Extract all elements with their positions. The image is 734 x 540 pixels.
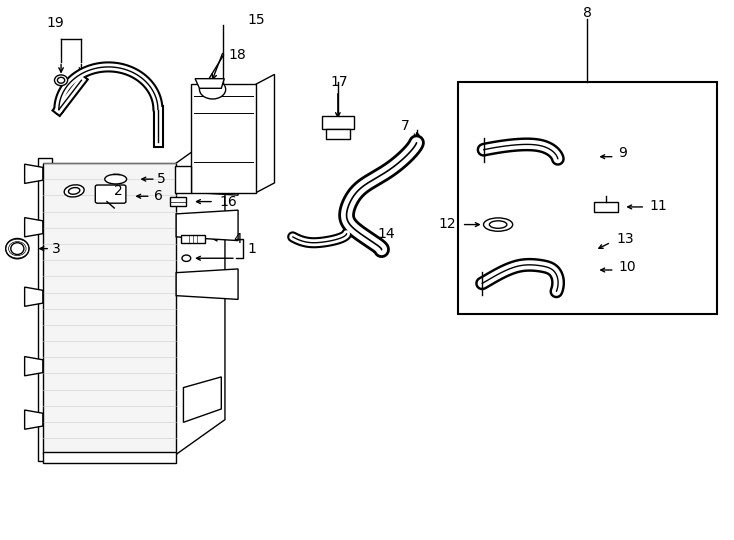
Polygon shape xyxy=(195,79,224,88)
Text: 15: 15 xyxy=(247,13,265,27)
Ellipse shape xyxy=(64,185,84,197)
Circle shape xyxy=(182,255,191,261)
Ellipse shape xyxy=(57,77,65,83)
Polygon shape xyxy=(321,116,354,130)
Text: 8: 8 xyxy=(583,6,592,21)
Text: 2: 2 xyxy=(114,184,123,198)
Text: 1: 1 xyxy=(247,241,256,255)
Ellipse shape xyxy=(6,239,29,259)
Polygon shape xyxy=(191,84,256,192)
Polygon shape xyxy=(256,75,275,192)
Ellipse shape xyxy=(484,218,512,231)
Text: 14: 14 xyxy=(378,227,396,241)
Polygon shape xyxy=(25,218,43,237)
Bar xyxy=(458,82,716,314)
Polygon shape xyxy=(25,356,43,376)
Polygon shape xyxy=(184,377,222,422)
Polygon shape xyxy=(43,163,176,454)
Polygon shape xyxy=(595,201,618,212)
Polygon shape xyxy=(25,287,43,306)
Polygon shape xyxy=(175,166,191,192)
Text: 16: 16 xyxy=(220,194,238,208)
FancyBboxPatch shape xyxy=(95,185,126,203)
Text: 4: 4 xyxy=(233,232,241,246)
Text: 10: 10 xyxy=(618,260,636,274)
Polygon shape xyxy=(25,164,43,184)
Text: 17: 17 xyxy=(330,75,348,89)
Ellipse shape xyxy=(68,187,80,194)
Polygon shape xyxy=(176,165,238,195)
Polygon shape xyxy=(43,452,176,463)
Text: 9: 9 xyxy=(618,146,627,160)
Ellipse shape xyxy=(490,221,507,228)
Ellipse shape xyxy=(54,75,68,86)
Text: 6: 6 xyxy=(153,189,162,203)
Polygon shape xyxy=(176,129,225,454)
Polygon shape xyxy=(326,130,349,139)
Text: 18: 18 xyxy=(228,48,247,62)
Text: 13: 13 xyxy=(616,232,633,246)
Circle shape xyxy=(200,80,225,99)
Polygon shape xyxy=(176,269,238,299)
Polygon shape xyxy=(181,235,205,244)
Text: 5: 5 xyxy=(157,172,166,186)
Text: 11: 11 xyxy=(650,199,667,213)
Ellipse shape xyxy=(105,174,126,184)
Text: 7: 7 xyxy=(401,119,410,133)
Polygon shape xyxy=(25,410,43,429)
Polygon shape xyxy=(37,158,52,461)
Text: 12: 12 xyxy=(438,217,456,231)
Text: 3: 3 xyxy=(52,241,61,255)
Polygon shape xyxy=(176,210,238,241)
Polygon shape xyxy=(170,197,186,206)
Ellipse shape xyxy=(11,243,24,254)
Text: 19: 19 xyxy=(46,16,65,30)
